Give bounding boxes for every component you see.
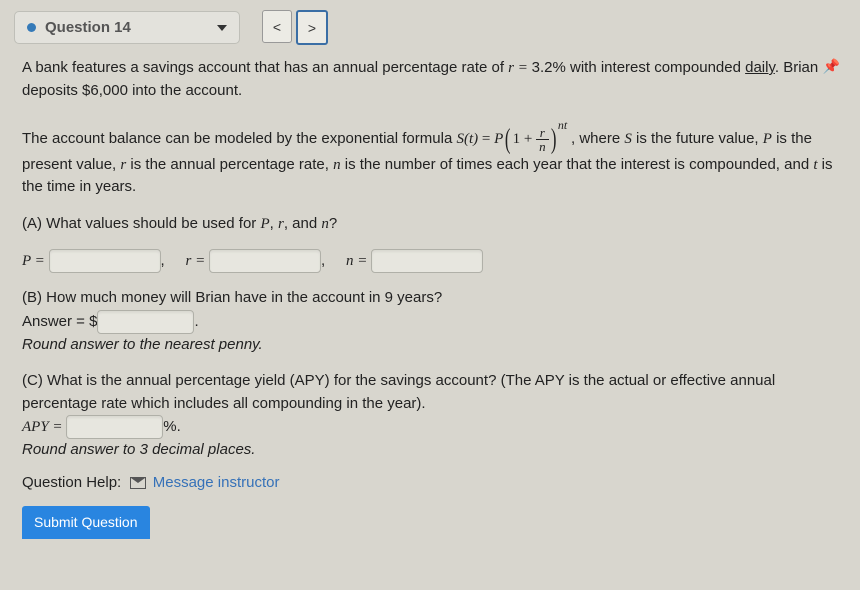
- f-exp: nt: [558, 118, 567, 132]
- aq: ?: [329, 215, 337, 232]
- c2: ,: [321, 252, 325, 269]
- next-button[interactable]: >: [296, 10, 328, 45]
- r-sym: r =: [508, 60, 531, 76]
- lparen: (: [505, 126, 511, 154]
- question-body: A bank features a savings account that h…: [0, 45, 860, 539]
- fraction: rn: [536, 126, 549, 153]
- intro-b: with interest compounded: [566, 59, 745, 76]
- frac-num: r: [536, 126, 549, 140]
- part-b: (B) How much money will Brian have in th…: [22, 287, 838, 356]
- intro-text: A bank features a savings account that h…: [22, 57, 838, 102]
- v-P: P: [763, 131, 772, 147]
- P-eq: P =: [22, 253, 49, 269]
- mail-icon: [130, 477, 146, 489]
- fp-pre: The account balance can be modeled by th…: [22, 130, 456, 147]
- fp-post5: is the number of times each year that th…: [341, 156, 814, 173]
- b-prompt: (B) How much money will Brian have in th…: [22, 287, 838, 310]
- b-period: .: [194, 313, 198, 330]
- a-prompt: (A) What values should be used for: [22, 215, 260, 232]
- status-dot: [27, 23, 36, 32]
- input-r[interactable]: [209, 249, 321, 273]
- formula: S(t) = P(1 + rn)nt: [456, 131, 571, 147]
- part-a-inputs: P = , r = , n =: [22, 249, 838, 273]
- help-label: Question Help:: [22, 474, 121, 491]
- a-s1: ,: [270, 215, 278, 232]
- aP: P: [260, 216, 269, 232]
- f-P: P: [494, 131, 503, 147]
- submit-button[interactable]: Submit Question: [22, 506, 150, 539]
- f-eq: =: [478, 131, 494, 147]
- c-prompt: (C) What is the annual percentage yield …: [22, 370, 838, 415]
- rate-value: 3.2%: [532, 59, 566, 76]
- question-selector[interactable]: Question 14: [14, 11, 240, 44]
- intro-a: A bank features a savings account that h…: [22, 59, 508, 76]
- daily-word: daily: [745, 59, 775, 76]
- c-answer-row: APY = %.: [22, 415, 838, 439]
- input-apy[interactable]: [66, 415, 163, 439]
- input-n[interactable]: [371, 249, 483, 273]
- n-eq: n =: [346, 253, 371, 269]
- frac-den: n: [536, 140, 549, 153]
- chevron-down-icon: [217, 25, 227, 31]
- question-help: Question Help: Message instructor: [22, 472, 838, 495]
- fp-post2: is the future value,: [632, 130, 763, 147]
- an: n: [321, 216, 329, 232]
- input-P[interactable]: [49, 249, 161, 273]
- message-instructor-link[interactable]: Message instructor: [153, 474, 280, 491]
- fp-post1: , where: [571, 130, 624, 147]
- b-answer-row: Answer = $.: [22, 310, 838, 334]
- a-s2: , and: [284, 215, 322, 232]
- prev-button[interactable]: <: [262, 10, 292, 43]
- input-answer-b[interactable]: [97, 310, 194, 334]
- b-round: Round answer to the nearest penny.: [22, 334, 838, 357]
- part-c: (C) What is the annual percentage yield …: [22, 370, 838, 462]
- question-nav: < >: [262, 10, 332, 45]
- v-S: S: [624, 131, 632, 147]
- question-title: Question 14: [45, 19, 131, 36]
- f-S: S(t): [456, 131, 478, 147]
- fp-post4: is the annual percentage rate,: [126, 156, 333, 173]
- apy-eq: APY =: [22, 419, 66, 435]
- formula-paragraph: The account balance can be modeled by th…: [22, 116, 838, 199]
- f-one: 1 +: [513, 131, 536, 147]
- v-n: n: [333, 157, 341, 173]
- c-round: Round answer to 3 decimal places.: [22, 439, 838, 462]
- apy-pct: %.: [163, 418, 181, 435]
- r-eq: r =: [186, 253, 209, 269]
- c1: ,: [161, 252, 165, 269]
- b-ans-label: Answer = $: [22, 313, 97, 330]
- part-a: (A) What values should be used for P, r,…: [22, 213, 838, 236]
- rparen: ): [550, 126, 556, 154]
- pin-icon[interactable]: 📌: [823, 58, 840, 75]
